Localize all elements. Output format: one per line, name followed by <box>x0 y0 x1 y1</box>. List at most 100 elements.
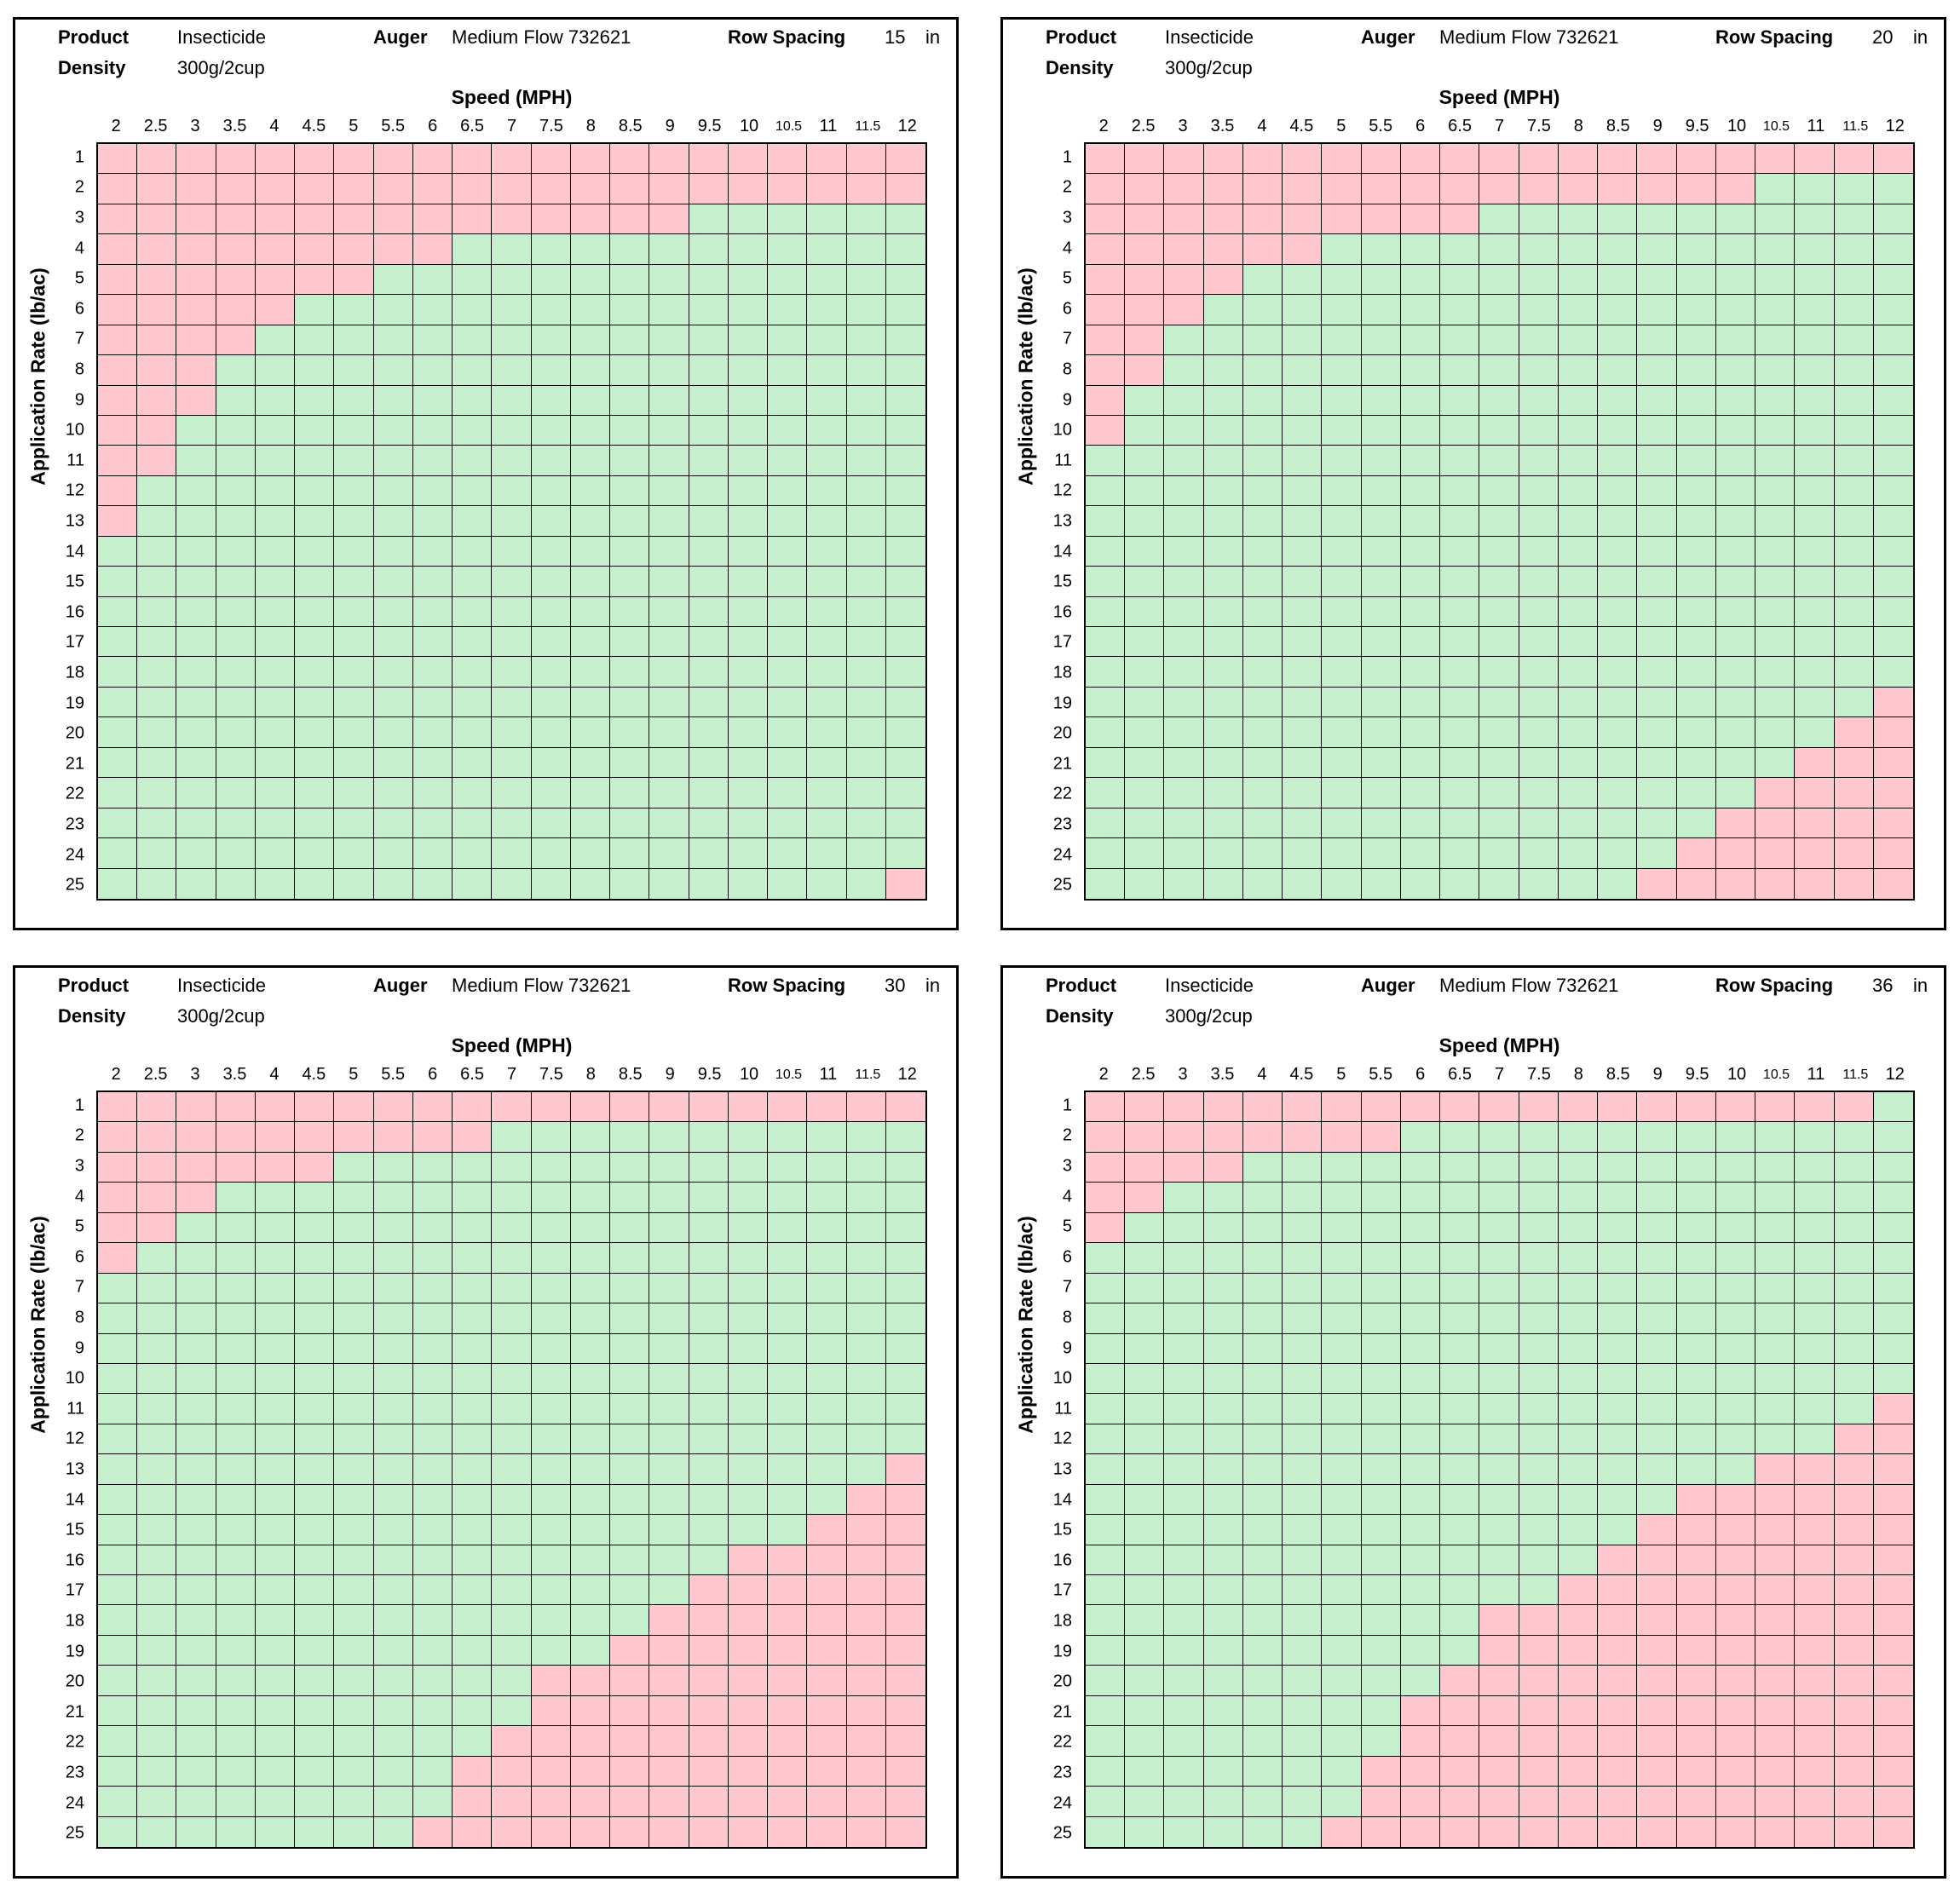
cell-in-range <box>334 1484 374 1516</box>
cell-in-range <box>885 717 925 748</box>
cell-out-of-range <box>649 1756 689 1787</box>
cell-in-range <box>1164 325 1204 356</box>
cell-in-range <box>1558 264 1599 296</box>
cell-in-range <box>216 1363 256 1395</box>
cell-in-range <box>453 385 493 416</box>
x-tick-label: 12 <box>897 117 917 135</box>
cell-in-range <box>295 747 335 779</box>
cell-in-range <box>689 808 729 839</box>
cell-out-of-range <box>1755 1545 1796 1576</box>
cell-in-range <box>768 1183 808 1213</box>
cell-in-range <box>1715 1273 1756 1304</box>
cell-out-of-range <box>373 144 413 175</box>
cell-in-range <box>1400 446 1441 476</box>
cell-in-range <box>1361 747 1401 779</box>
cell-in-range <box>1519 838 1559 869</box>
cell-out-of-range <box>1755 1787 1796 1817</box>
cell-in-range <box>1795 1183 1835 1213</box>
cell-in-range <box>1086 1303 1126 1334</box>
y-tick-label: 7 <box>74 1277 84 1297</box>
cell-in-range <box>1164 627 1204 658</box>
cell-in-range <box>768 325 808 356</box>
cell-in-range <box>1479 385 1519 416</box>
cell-out-of-range <box>1203 1092 1243 1123</box>
cell-out-of-range <box>1834 1756 1874 1787</box>
cell-in-range <box>649 415 689 446</box>
cell-in-range <box>728 567 769 597</box>
cell-in-range <box>412 1635 453 1666</box>
cell-in-range <box>216 1605 256 1636</box>
cell-in-range <box>1479 1333 1519 1364</box>
cell-in-range <box>1637 264 1677 296</box>
cell-in-range <box>255 1726 296 1757</box>
cell-out-of-range <box>1873 1484 1913 1516</box>
cell-in-range <box>689 1454 729 1485</box>
cell-in-range <box>1637 1183 1677 1213</box>
cell-in-range <box>1558 1183 1599 1213</box>
auger-label: Auger <box>1361 975 1415 996</box>
cell-in-range <box>1400 234 1441 265</box>
cell-in-range <box>1558 1394 1599 1424</box>
cell-in-range <box>531 657 571 688</box>
cell-out-of-range <box>176 204 216 235</box>
cell-in-range <box>689 1545 729 1576</box>
cell-out-of-range <box>649 1635 689 1666</box>
cell-in-range <box>1203 1635 1243 1666</box>
cell-in-range <box>295 1303 335 1334</box>
cell-out-of-range <box>176 174 216 204</box>
cell-in-range <box>885 415 925 446</box>
cell-in-range <box>846 1454 886 1485</box>
cell-in-range <box>216 596 256 628</box>
cell-out-of-range <box>492 1092 532 1123</box>
cell-in-range <box>570 234 611 265</box>
cell-in-range <box>255 1363 296 1395</box>
cell-in-range <box>1519 657 1559 688</box>
density-value: 300g/2cup <box>177 1005 265 1027</box>
cell-in-range <box>334 295 374 325</box>
cell-in-range <box>137 1726 177 1757</box>
cell-in-range <box>1873 536 1913 567</box>
cell-out-of-range <box>453 204 493 235</box>
cell-out-of-range <box>1361 204 1401 235</box>
cell-out-of-range <box>1558 1816 1599 1847</box>
cell-in-range <box>1715 475 1756 507</box>
cell-in-range <box>412 567 453 597</box>
cell-in-range <box>885 1394 925 1424</box>
cell-in-range <box>807 446 847 476</box>
cell-in-range <box>728 657 769 688</box>
cell-in-range <box>412 747 453 779</box>
cell-out-of-range <box>1400 1695 1441 1727</box>
cell-out-of-range <box>1834 1484 1874 1516</box>
cell-out-of-range <box>807 1635 847 1666</box>
cell-in-range <box>137 1454 177 1485</box>
cell-in-range <box>176 415 216 446</box>
cell-in-range <box>649 1424 689 1455</box>
cell-in-range <box>1283 385 1323 416</box>
cell-out-of-range <box>1203 1152 1243 1183</box>
cell-in-range <box>1676 596 1716 628</box>
cell-out-of-range <box>728 1666 769 1696</box>
cell-in-range <box>689 1515 729 1545</box>
cell-in-range <box>1440 717 1480 748</box>
cell-in-range <box>295 596 335 628</box>
cell-out-of-range <box>1400 204 1441 235</box>
cell-in-range <box>1598 1363 1638 1395</box>
cell-in-range <box>1715 1122 1756 1153</box>
cell-in-range <box>1203 1183 1243 1213</box>
cell-out-of-range <box>216 325 256 356</box>
cell-in-range <box>1440 1273 1480 1304</box>
cell-in-range <box>610 355 650 386</box>
cell-in-range <box>1598 717 1638 748</box>
y-tick-label: 19 <box>1052 693 1072 713</box>
cell-out-of-range <box>1519 1605 1559 1636</box>
cell-in-range <box>1598 1515 1638 1545</box>
cell-in-range <box>1755 295 1796 325</box>
y-tick-label: 24 <box>65 1793 84 1813</box>
cell-in-range <box>1519 808 1559 839</box>
cell-in-range <box>295 1726 335 1757</box>
cell-in-range <box>1834 1212 1874 1244</box>
cell-out-of-range <box>1873 1575 1913 1606</box>
cell-in-range <box>689 355 729 386</box>
cell-out-of-range <box>1755 1756 1796 1787</box>
cell-out-of-range <box>610 1726 650 1757</box>
